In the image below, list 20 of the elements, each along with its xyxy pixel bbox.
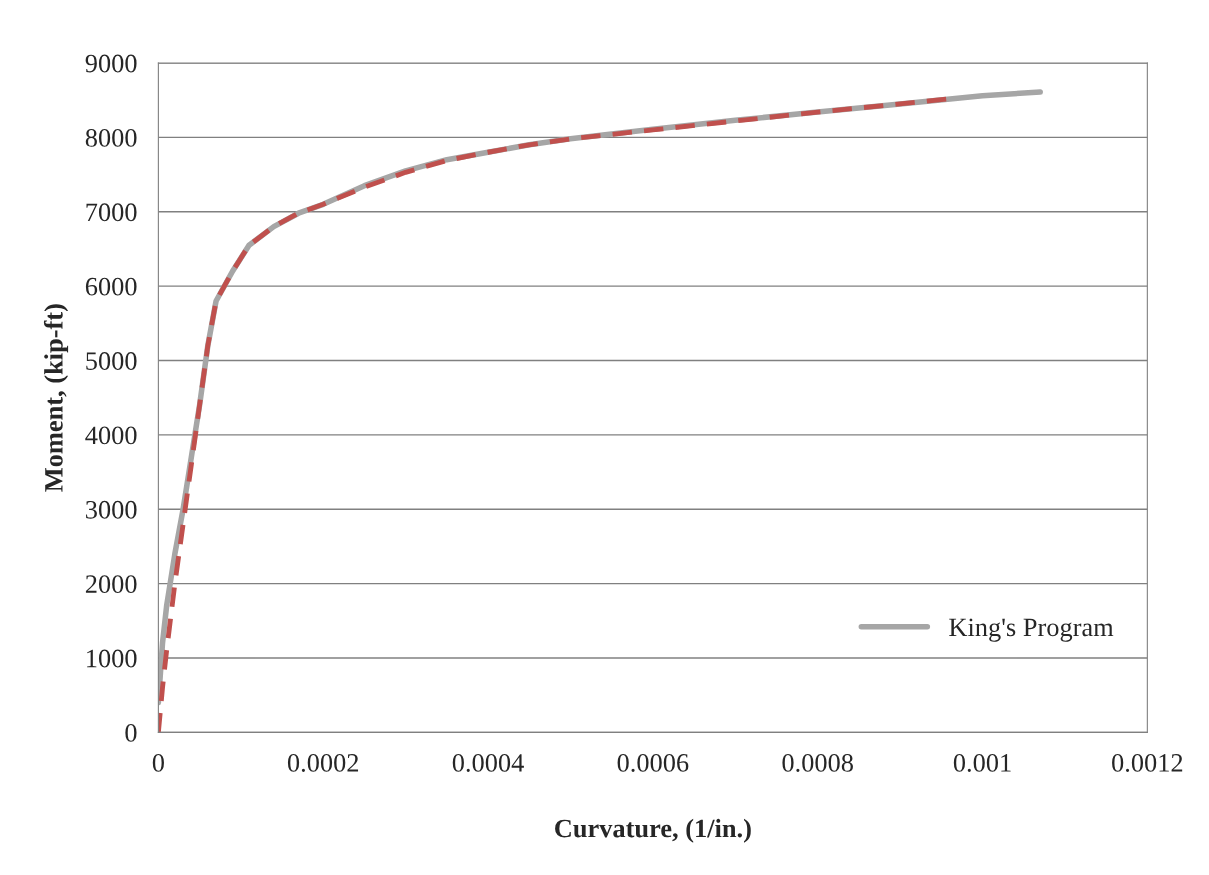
y-tick-label: 5000 — [86, 352, 137, 370]
y-tick-label: 7000 — [86, 203, 137, 222]
y-tick-label: 1000 — [87, 649, 137, 668]
y-tick-label: 0 — [125, 723, 137, 742]
legend-label: King's Program — [949, 618, 1114, 642]
x-axis-title: Curvature, (1/in.) — [555, 818, 751, 843]
x-tick-label: 0.0004 — [452, 753, 524, 772]
y-tick-label: 9000 — [85, 54, 137, 73]
y-axis-title: Moment, (kip-ft) — [43, 304, 69, 492]
y-tick-label: 4000 — [85, 426, 137, 445]
x-tick-label: 0 — [152, 753, 164, 772]
x-tick-label: 0.0012 — [1112, 753, 1183, 772]
y-tick-label: 6000 — [85, 277, 137, 296]
x-tick-label: 0.001 — [953, 753, 1011, 772]
y-tick-label: 2000 — [85, 575, 137, 594]
x-tick-label: 0.0006 — [617, 753, 689, 772]
x-tick-label: 0.0008 — [782, 753, 853, 772]
y-tick-label: 3000 — [86, 500, 137, 519]
x-tick-label: 0.0002 — [287, 753, 359, 772]
y-tick-label: 8000 — [85, 128, 137, 147]
